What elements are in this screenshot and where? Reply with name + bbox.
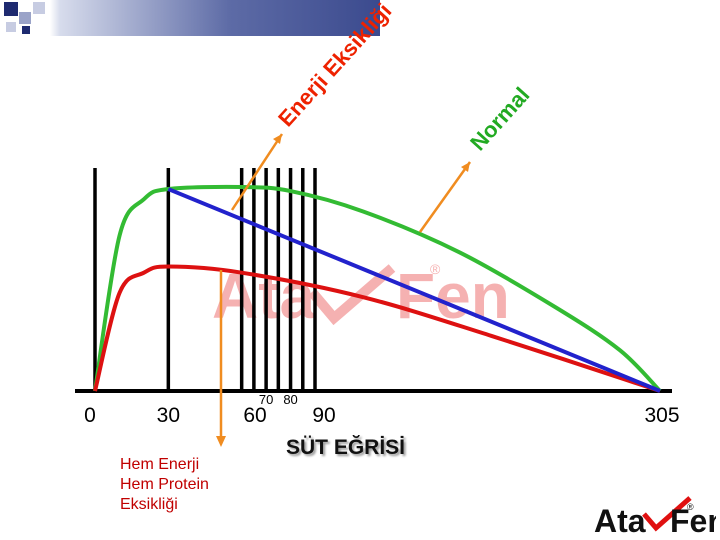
annotation-arrows: [216, 133, 472, 447]
watermark-logo: Ata Fen ®: [212, 260, 510, 332]
logo-registered: ®: [687, 502, 694, 512]
caption-line: Eksikliği: [120, 496, 178, 513]
arrow-energy-head-icon: [273, 134, 282, 144]
watermark-registered: ®: [430, 261, 441, 277]
header-gradient-bar: [0, 0, 720, 36]
series-line-0: [93, 184, 662, 393]
chart-title: SÜT EĞRİSİ: [286, 436, 406, 459]
logo-text-fen: Fen: [670, 503, 716, 538]
caption-line: Hem Enerji: [120, 456, 200, 473]
arrow-protein-head-icon: [216, 436, 226, 447]
logo-text-ata: Ata: [594, 503, 646, 538]
series-layer: [93, 184, 662, 393]
series-line-2: [167, 187, 661, 393]
x-tick-label-0: 0: [84, 404, 96, 427]
arrow-normal-head-icon: [461, 162, 470, 172]
arrow-normal-line: [418, 161, 472, 233]
x-tick-label-30: 30: [157, 404, 180, 427]
x-tick-label-90: 90: [312, 404, 335, 427]
x-tick-label-60: 60: [243, 404, 266, 427]
logo-check-icon: [642, 496, 692, 532]
x-tick-label-305: 305: [644, 404, 679, 427]
x-tick-label-70: 70: [259, 392, 273, 407]
series-line-1: [93, 264, 661, 393]
annotation-normal: Normal: [465, 82, 534, 155]
x-tick-label-80: 80: [283, 392, 297, 407]
arrow-energy-line: [230, 133, 284, 211]
caption-line: Hem Protein: [120, 476, 209, 493]
caption-energy-protein-deficiency: Hem Enerji Hem Protein Eksikliği: [120, 455, 250, 515]
brand-logo: Ata Fen ®: [594, 496, 716, 538]
annotation-energy-deficiency: Enerji Eksikliği: [273, 0, 396, 131]
watermark-check-icon: [308, 264, 396, 326]
